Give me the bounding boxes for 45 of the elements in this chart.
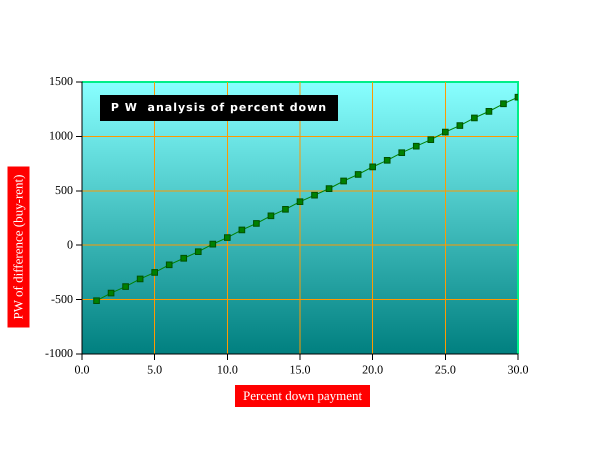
point bbox=[326, 185, 332, 192]
x-tick-label: 10.0 bbox=[216, 362, 238, 376]
point bbox=[224, 234, 231, 241]
point bbox=[427, 136, 434, 143]
point bbox=[209, 240, 216, 248]
x-tick-label: 5.0 bbox=[147, 362, 162, 376]
x-axis-title: Percent down payment bbox=[235, 385, 370, 407]
x-tick-label: 15.0 bbox=[290, 362, 310, 376]
point bbox=[296, 198, 304, 206]
point bbox=[136, 276, 144, 282]
x-tick-label: 0.0 bbox=[74, 362, 90, 376]
point bbox=[500, 100, 507, 108]
point bbox=[340, 178, 347, 184]
point bbox=[486, 108, 492, 115]
point bbox=[108, 290, 114, 296]
point bbox=[194, 248, 202, 256]
point bbox=[238, 226, 246, 234]
point bbox=[180, 254, 188, 262]
point bbox=[354, 171, 362, 178]
text: P W analysis of percent down bbox=[100, 95, 338, 121]
point bbox=[369, 164, 376, 170]
point bbox=[122, 283, 129, 290]
point bbox=[442, 128, 449, 136]
point bbox=[253, 220, 260, 227]
y-tick-label: -500 bbox=[51, 292, 73, 306]
point bbox=[282, 206, 289, 213]
point bbox=[384, 157, 391, 164]
point bbox=[456, 122, 464, 129]
point bbox=[311, 192, 318, 198]
y-tick-label: -1000 bbox=[45, 346, 73, 360]
point bbox=[412, 142, 420, 150]
point bbox=[151, 269, 158, 276]
y-tick-label: 500 bbox=[55, 182, 73, 197]
x-tick-label: 20.0 bbox=[362, 362, 384, 376]
y-tick-label: 1000 bbox=[49, 128, 73, 143]
x-tick-label: 25.0 bbox=[434, 362, 456, 376]
y-tick-label: 0 bbox=[67, 237, 73, 252]
point bbox=[268, 212, 274, 220]
point bbox=[166, 261, 173, 268]
point bbox=[398, 149, 406, 156]
x-tick-label: 30.0 bbox=[508, 362, 528, 376]
y-axis-title: PW of difference (buy-rent) bbox=[8, 166, 30, 328]
point bbox=[471, 114, 478, 122]
y-tick-label: 1500 bbox=[49, 74, 73, 88]
point bbox=[93, 297, 100, 304]
